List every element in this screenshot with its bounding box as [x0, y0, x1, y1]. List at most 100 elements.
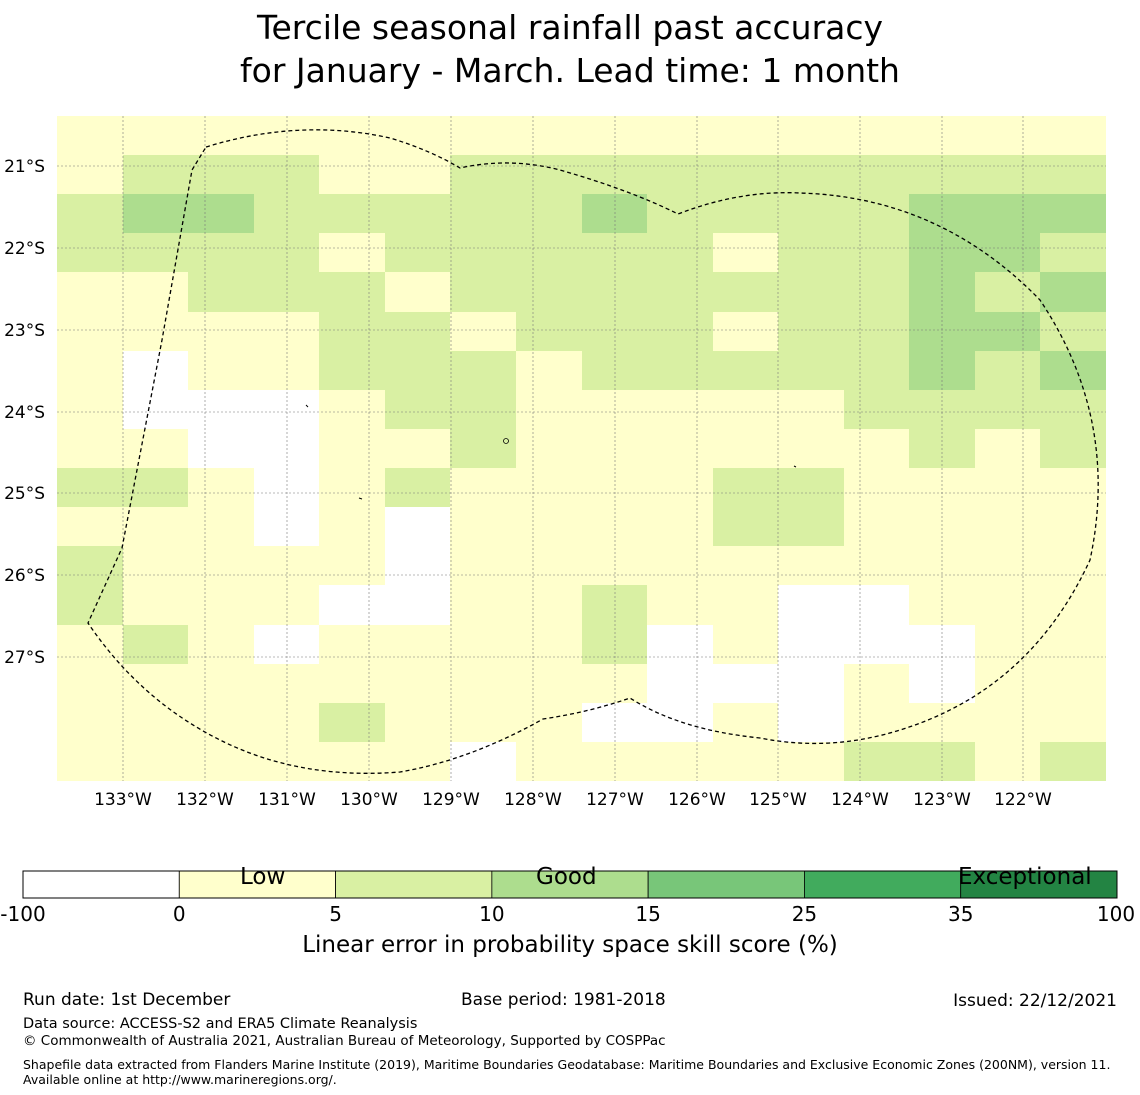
grid-cell [516, 468, 582, 507]
grid-cell [844, 625, 909, 664]
grid-cell [450, 351, 516, 390]
grid-cell [647, 585, 713, 625]
colorbar-label: Linear error in probability space skill … [302, 932, 838, 958]
grid-cell [975, 546, 1040, 585]
grid-cell [319, 390, 385, 429]
grid-cell [713, 116, 778, 155]
grid-cell [713, 194, 778, 233]
grid-cell [123, 664, 188, 703]
grid-cell [1040, 664, 1106, 703]
grid-cell [844, 194, 909, 233]
grid-cell [188, 585, 254, 625]
lon-label: 123°W [913, 790, 971, 810]
grid-cell [778, 272, 844, 312]
grid-cell [1040, 468, 1106, 507]
section-low: Low [240, 864, 286, 890]
grid-cell [188, 664, 254, 703]
lon-label: 131°W [258, 790, 316, 810]
grid-cell [582, 468, 647, 507]
island-mark [503, 438, 509, 444]
grid-cell [778, 312, 844, 351]
grid-cell [319, 585, 385, 625]
grid-cell [123, 272, 188, 312]
grid-cell [844, 116, 909, 155]
grid-cell [975, 703, 1040, 742]
grid-cell [778, 507, 844, 546]
grid-cell [975, 664, 1040, 703]
grid-cell [123, 155, 188, 194]
grid-cell [123, 429, 188, 468]
grid-cell [188, 429, 254, 468]
lon-label: 128°W [504, 790, 562, 810]
grid-cell [254, 703, 319, 742]
lat-label: 21°S [4, 157, 45, 177]
lon-label: 132°W [176, 790, 234, 810]
grid-cell [57, 390, 123, 429]
grid-cell [1040, 116, 1106, 155]
grid-cell [385, 155, 450, 194]
grid-cell [450, 585, 516, 625]
grid-cell [319, 546, 385, 585]
grid-cell [57, 703, 123, 742]
grid-cell [1040, 312, 1106, 351]
grid-cell [647, 468, 713, 507]
run-date: Run date: 1st December [23, 990, 231, 1010]
grid-cell [713, 546, 778, 585]
grid-cell [582, 429, 647, 468]
base-period: Base period: 1981-2018 [461, 990, 666, 1010]
grid-cell [844, 585, 909, 625]
grid-cell [450, 468, 516, 507]
lon-label: 122°W [994, 790, 1052, 810]
grid-cell [647, 703, 713, 742]
grid-cell [975, 194, 1040, 233]
grid-cell [975, 233, 1040, 272]
grid-cell [123, 233, 188, 272]
grid-cell [385, 351, 450, 390]
grid-cell [647, 507, 713, 546]
grid-cell [385, 742, 450, 781]
grid-cell [778, 703, 844, 742]
grid-cell [385, 625, 450, 664]
grid-cell [647, 233, 713, 272]
grid-cell [647, 351, 713, 390]
colorbar [22, 870, 1118, 899]
grid-cell [385, 272, 450, 312]
grid-cell [844, 155, 909, 194]
issued-date: Issued: 22/12/2021 [953, 991, 1117, 1011]
grid-cell [582, 312, 647, 351]
grid-cell [778, 194, 844, 233]
grid-cell [844, 507, 909, 546]
grid-cell [713, 390, 778, 429]
grid-cell [975, 272, 1040, 312]
grid-cell [1040, 429, 1106, 468]
grid-cell [975, 116, 1040, 155]
grid-cell [385, 468, 450, 507]
grid-cell [319, 664, 385, 703]
colorbar-bin [804, 870, 962, 899]
colorbar-bin [647, 870, 805, 899]
grid-cell [450, 116, 516, 155]
grid-cell [385, 507, 450, 546]
grid-cell [582, 116, 647, 155]
grid-cell [647, 664, 713, 703]
grid-cell [57, 312, 123, 351]
grid-cell [778, 429, 844, 468]
grid-cell [319, 429, 385, 468]
grid-cell [975, 155, 1040, 194]
grid-cell [582, 272, 647, 312]
grid-cell [647, 116, 713, 155]
grid-cell [516, 351, 582, 390]
grid-cell [582, 507, 647, 546]
grid-cell [123, 625, 188, 664]
graticule [57, 116, 1106, 781]
grid-cell [647, 155, 713, 194]
grid-cell [778, 155, 844, 194]
grid-cell [450, 272, 516, 312]
grid-cell [450, 233, 516, 272]
grid-cell [385, 233, 450, 272]
grid-cell [319, 625, 385, 664]
grid-cell [254, 585, 319, 625]
lat-label: 27°S [4, 648, 45, 668]
grid-cell [1040, 194, 1106, 233]
grid-cell [254, 155, 319, 194]
